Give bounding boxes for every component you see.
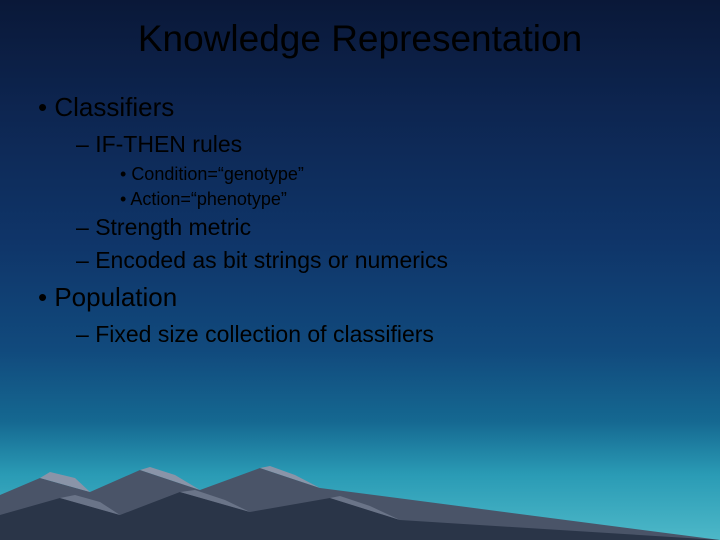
bullet-encoded: Encoded as bit strings or numerics [76,247,720,274]
bullet-classifiers: Classifiers [38,92,720,123]
page-number: 5 [0,340,698,357]
slide-content: Classifiers IF-THEN rules Condition=“gen… [0,70,720,348]
bullet-strength: Strength metric [76,214,720,241]
bullet-population: Population [38,282,720,313]
bullet-action: Action=“phenotype” [120,189,720,210]
bullet-condition: Condition=“genotype” [120,164,720,185]
bullet-ifthen: IF-THEN rules [76,131,720,158]
mountain-decoration [0,420,720,540]
slide: Knowledge Representation Classifiers IF-… [0,0,720,540]
slide-title: Knowledge Representation [0,0,720,70]
